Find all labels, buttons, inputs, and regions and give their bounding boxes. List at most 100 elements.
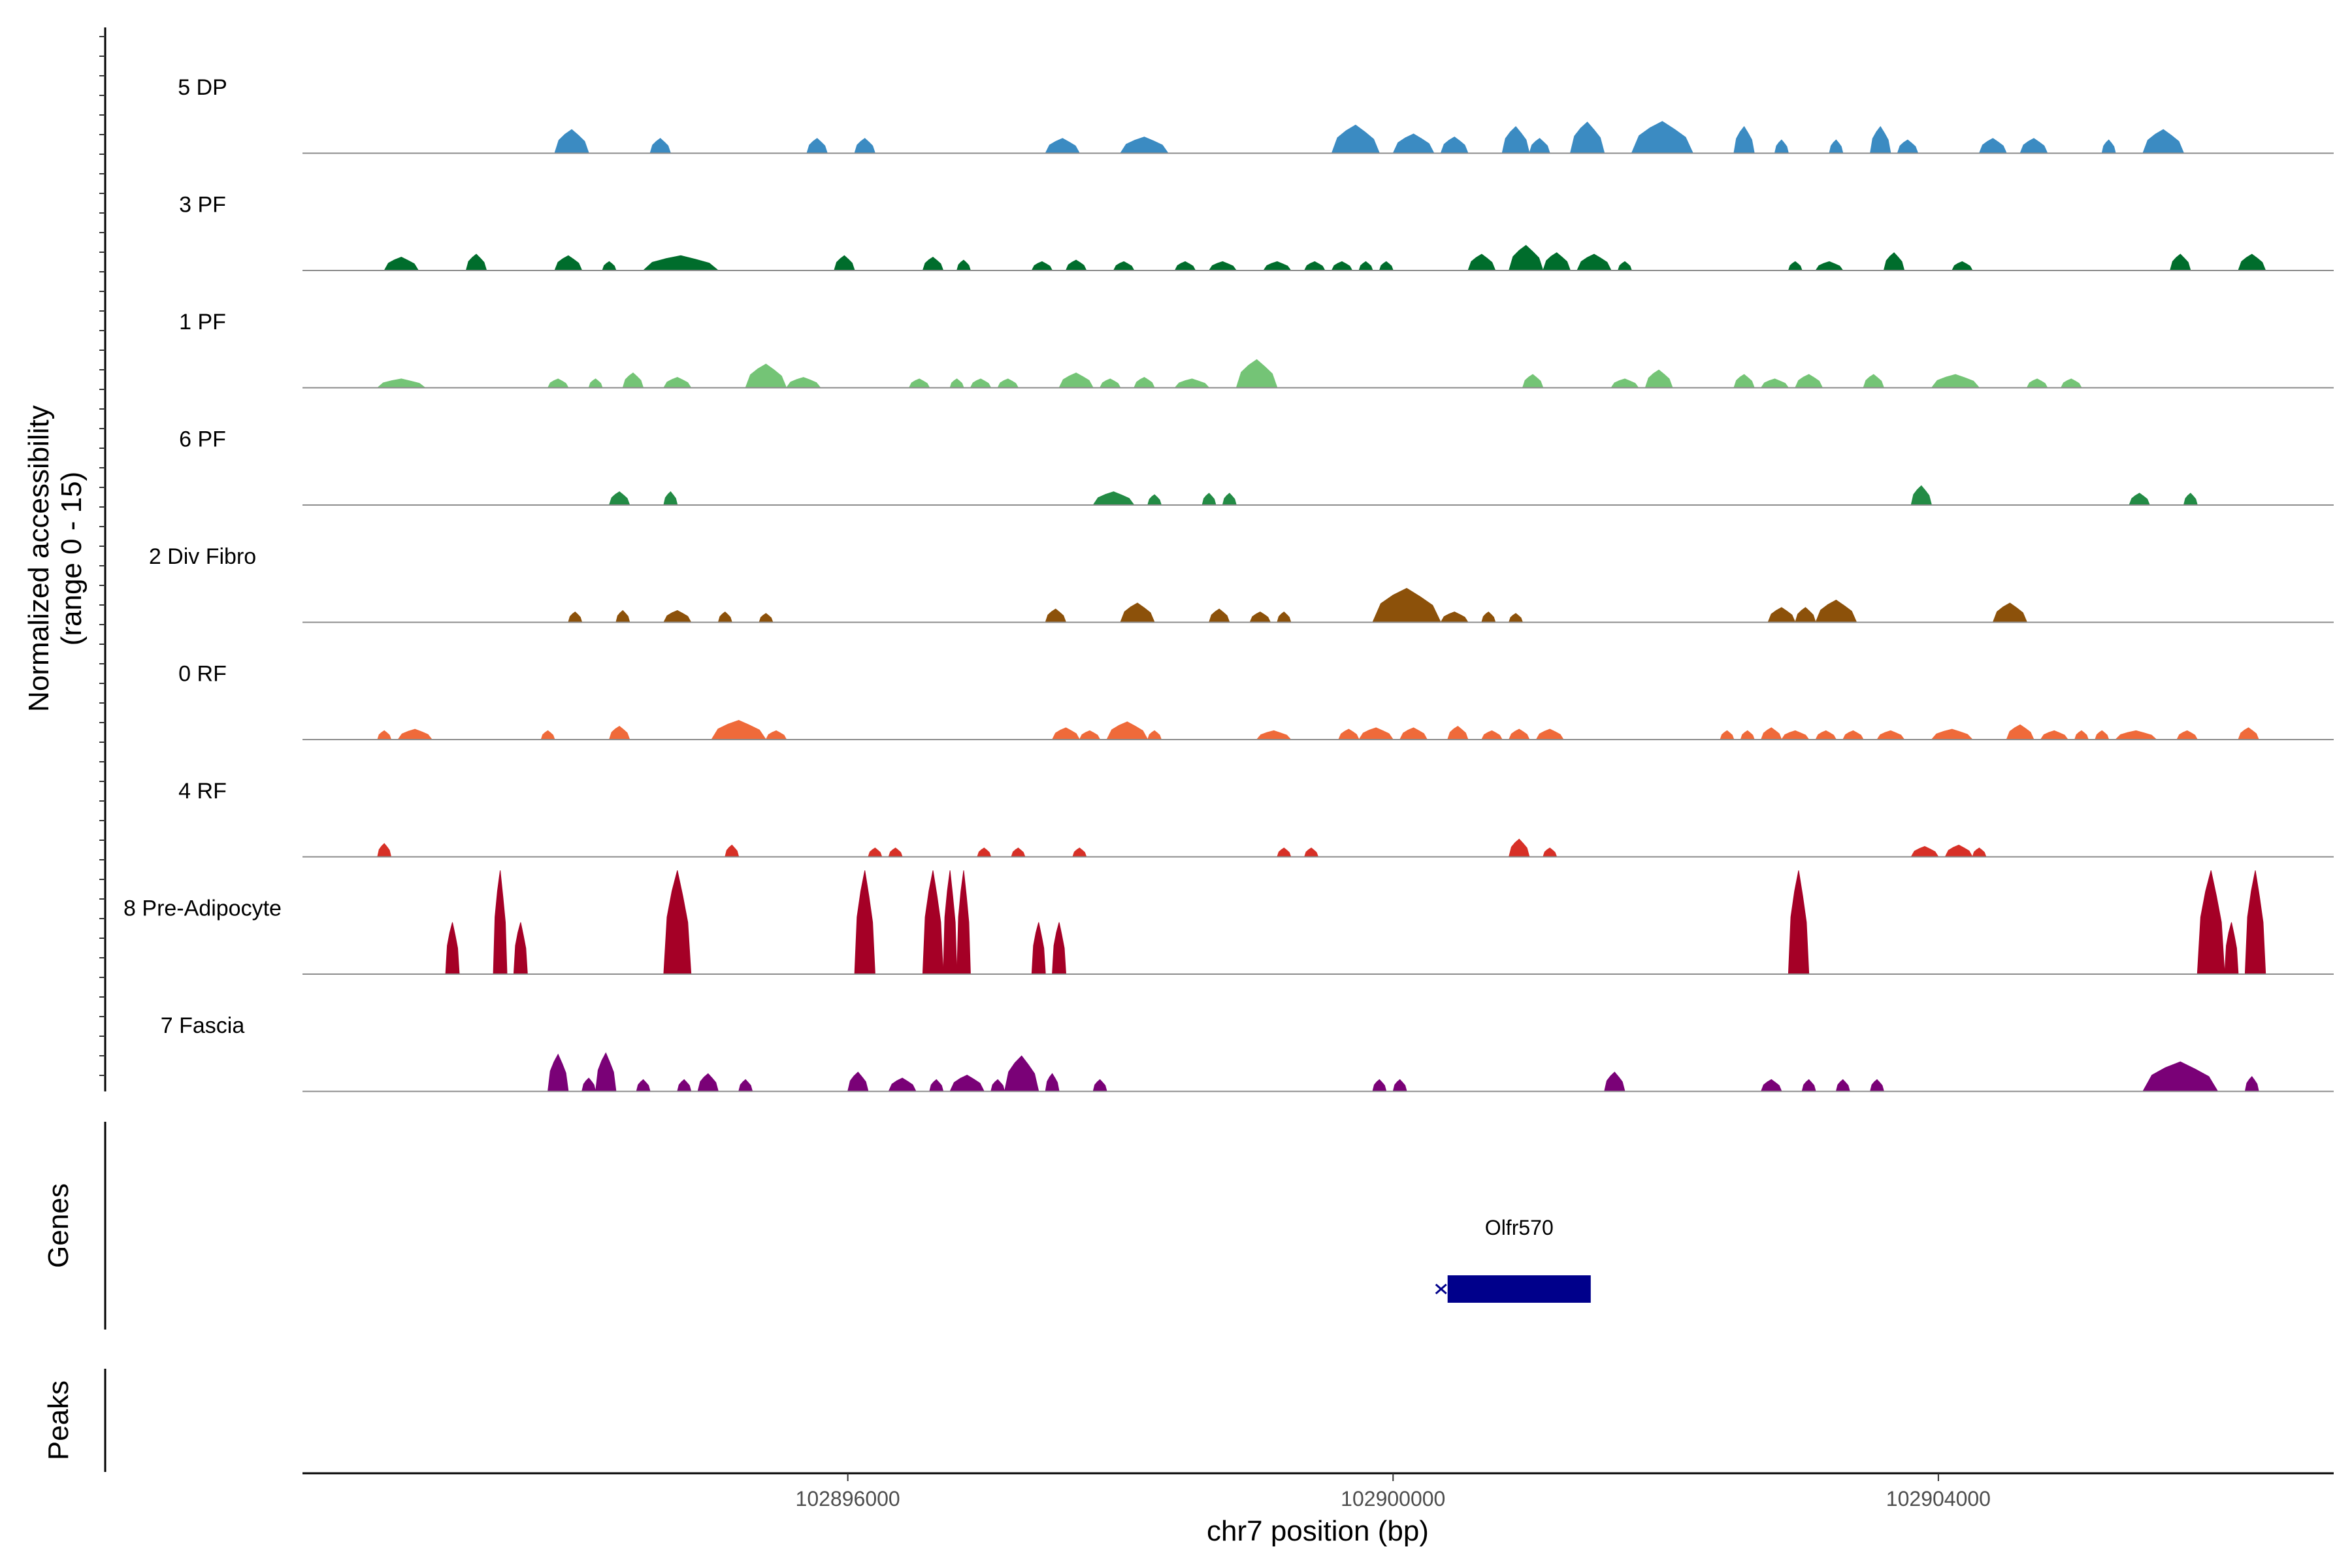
coverage-peak bbox=[1004, 1055, 1039, 1092]
coverage-peak bbox=[2101, 139, 2116, 154]
coverage-peak bbox=[1119, 137, 1169, 154]
coverage-peak bbox=[663, 491, 678, 506]
y-axis-subtitle: (range 0 - 15) bbox=[56, 472, 88, 646]
track-4-rf: 4 RF bbox=[178, 779, 2334, 858]
coverage-peak bbox=[997, 378, 1019, 388]
coverage-peak bbox=[2197, 870, 2225, 975]
coverage-peak bbox=[1134, 377, 1155, 388]
coverage-peak bbox=[1842, 730, 1864, 740]
coverage-peak bbox=[1876, 730, 1905, 740]
track-8-pre-adipocyte: 8 Pre-Adipocyte bbox=[123, 870, 2334, 975]
coverage-peak bbox=[2074, 730, 2089, 740]
coverage-peak bbox=[1058, 372, 1094, 388]
y-axis bbox=[99, 27, 106, 1092]
peaks-panel-label: Peaks bbox=[42, 1380, 74, 1460]
coverage-peak bbox=[540, 730, 555, 740]
coverage-peak bbox=[377, 730, 392, 740]
coverage-peak bbox=[1052, 922, 1067, 975]
coverage-peak bbox=[1931, 728, 1974, 740]
coverage-peak bbox=[1795, 374, 1823, 388]
coverage-peak bbox=[1072, 847, 1087, 857]
coverage-peak bbox=[1358, 261, 1373, 271]
coverage-peak bbox=[1106, 721, 1149, 740]
coverage-peak bbox=[1277, 847, 1292, 857]
coverage-peak bbox=[1543, 252, 1571, 271]
coverage-peak bbox=[956, 259, 972, 271]
coverage-peak bbox=[1099, 378, 1121, 388]
coverage-peak bbox=[581, 1077, 596, 1092]
coverage-peak bbox=[2169, 253, 2191, 271]
coverage-peak bbox=[1978, 138, 2007, 154]
x-tick-label: 102900000 bbox=[1341, 1487, 1445, 1511]
coverage-peak bbox=[1208, 608, 1230, 623]
coverage-peak bbox=[922, 870, 944, 975]
coverage-peak bbox=[1235, 359, 1278, 388]
coverage-peak bbox=[2224, 922, 2239, 975]
coverage-peak bbox=[1720, 730, 1735, 740]
coverage-peak bbox=[1931, 374, 1980, 388]
coverage-peak bbox=[854, 870, 875, 975]
coverage-peak bbox=[785, 377, 821, 388]
coverage-peak bbox=[384, 257, 419, 271]
coverage-peak bbox=[1576, 253, 1612, 271]
coverage-peak bbox=[1569, 122, 1605, 154]
coverage-peak bbox=[1092, 491, 1135, 506]
track-label: 3 PF bbox=[179, 193, 226, 218]
coverage-peak bbox=[697, 1073, 719, 1092]
track-label: 7 Fascia bbox=[161, 1013, 245, 1038]
coverage-peak bbox=[847, 1071, 869, 1092]
coverage-peak bbox=[929, 1079, 944, 1092]
coverage-peak bbox=[1835, 1079, 1850, 1092]
coverage-peak bbox=[445, 922, 460, 975]
coverage-peak bbox=[1222, 493, 1237, 506]
coverage-peak bbox=[2060, 378, 2082, 388]
gene-annotations: Olfr570 bbox=[1435, 1216, 1591, 1303]
coverage-peak bbox=[2142, 1061, 2219, 1092]
coverage-peak bbox=[2040, 730, 2069, 740]
coverage-peak bbox=[1031, 922, 1046, 975]
coverage-peak bbox=[888, 847, 903, 857]
coverage-peak bbox=[1815, 599, 1857, 623]
coverage-peak bbox=[1174, 378, 1210, 388]
coverage-peak bbox=[1092, 1079, 1107, 1092]
coverage-peak bbox=[1863, 374, 1885, 388]
x-axis-ticks: 102896000 102900000 102904000 bbox=[796, 1473, 1991, 1511]
coverage-peak bbox=[602, 261, 617, 271]
coverage-peak bbox=[2244, 870, 2266, 975]
coverage-peak bbox=[1815, 730, 1837, 740]
coverage-peak bbox=[977, 847, 992, 857]
track-label: 5 DP bbox=[178, 75, 227, 100]
coverage-peak bbox=[834, 255, 855, 271]
coverage-peak bbox=[1508, 613, 1524, 623]
coverage-peak bbox=[1440, 612, 1469, 623]
coverage-peak bbox=[1631, 121, 1694, 154]
coverage-peak bbox=[1992, 602, 2028, 623]
coverage-peak bbox=[1910, 485, 1933, 506]
coverage-peak bbox=[1051, 727, 1081, 740]
coverage-peak bbox=[806, 138, 828, 154]
coverage-peak bbox=[1113, 261, 1135, 271]
coverage-peak bbox=[1481, 730, 1503, 740]
coverage-peak bbox=[1045, 608, 1067, 623]
coverage-peak bbox=[1331, 261, 1353, 271]
coverage-peak bbox=[649, 138, 672, 154]
coverage-peak bbox=[1303, 261, 1326, 271]
track-3-pf: 3 PF bbox=[179, 193, 2334, 271]
coverage-peak bbox=[868, 847, 883, 857]
coverage-peak bbox=[1481, 611, 1496, 623]
coverage-peak bbox=[1951, 261, 1973, 271]
track-1-pf: 1 PF bbox=[179, 310, 2334, 389]
genes-panel-label: Genes bbox=[42, 1183, 74, 1268]
track-6-pf: 6 PF bbox=[179, 427, 2334, 506]
coverage-peak bbox=[1815, 261, 1844, 271]
coverage-peak bbox=[1610, 378, 1639, 388]
strand-marker bbox=[1435, 1283, 1447, 1295]
coverage-peak bbox=[513, 922, 528, 975]
coverage-peak bbox=[949, 378, 964, 388]
coverage-peak bbox=[1045, 138, 1081, 154]
coverage-peak bbox=[1944, 844, 1973, 857]
coverage-peak bbox=[1208, 261, 1237, 271]
coverage-peak bbox=[1201, 493, 1217, 506]
